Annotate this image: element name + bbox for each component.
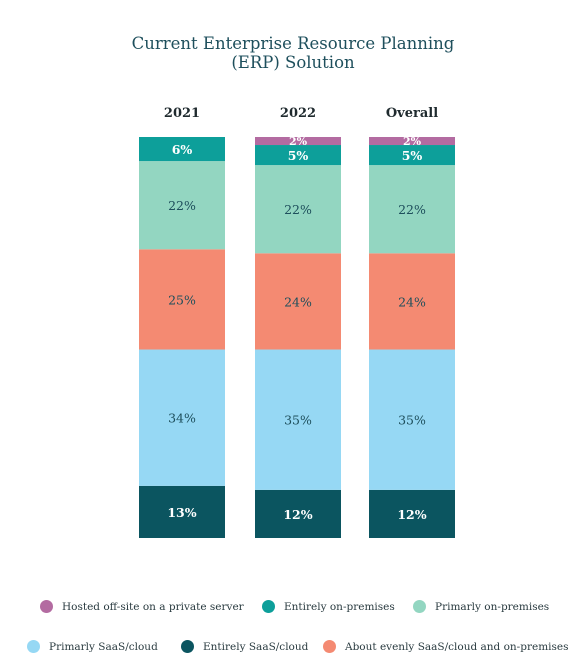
chart-title-line-2: (ERP) Solution: [231, 53, 355, 72]
data-label: 2%: [403, 135, 422, 148]
data-label: 5%: [402, 148, 423, 163]
legend-swatch: [262, 600, 275, 613]
legend-swatch: [413, 600, 426, 613]
legend-label: Primarly SaaS/cloud: [49, 640, 158, 653]
bar-segment: [369, 489, 455, 538]
chart-title-line-1: Current Enterprise Resource Planning: [131, 34, 455, 53]
bar-segment: [139, 161, 225, 250]
data-label: 22%: [168, 198, 196, 213]
data-label: 2%: [289, 135, 308, 148]
data-label: 35%: [398, 413, 426, 428]
data-label: 34%: [168, 411, 196, 426]
legend-item: Entirely on-premises: [262, 600, 395, 613]
bar-segment: [139, 485, 225, 538]
bar-segment: [255, 137, 341, 146]
legend-label: Entirely SaaS/cloud: [203, 640, 309, 653]
category-label-2021: 2021: [164, 106, 200, 121]
legend-item: Entirely SaaS/cloud: [181, 640, 308, 653]
legend-item: Hosted off-site on a private server: [40, 600, 244, 613]
bar-segment: [255, 165, 341, 254]
data-label: 25%: [168, 292, 196, 307]
data-label: 22%: [284, 202, 312, 217]
category-label-2022: 2022: [280, 106, 316, 121]
legend-label: Primarly on-premises: [435, 600, 550, 613]
legend-swatch: [323, 640, 336, 653]
legend-swatch: [27, 640, 40, 653]
data-label: 12%: [283, 507, 312, 522]
bar-segment: [369, 253, 455, 350]
legend-item: Primarly SaaS/cloud: [27, 640, 158, 653]
data-label: 22%: [398, 202, 426, 217]
bar-segment: [255, 489, 341, 538]
bar-segment: [369, 137, 455, 146]
bar-segment: [369, 145, 455, 166]
legend-label: About evenly SaaS/cloud and on-premises: [345, 640, 569, 653]
category-label-overall: Overall: [386, 106, 438, 121]
data-label: 24%: [284, 294, 312, 309]
data-label: 13%: [167, 505, 196, 520]
legend-label: Entirely on-premises: [284, 600, 395, 613]
data-label: 12%: [397, 507, 426, 522]
bar-segment: [139, 349, 225, 486]
bar-segment: [139, 249, 225, 350]
bar-segment: [255, 349, 341, 490]
bar-segment: [369, 349, 455, 490]
data-label: 35%: [284, 413, 312, 428]
bar-segment: [369, 165, 455, 254]
bar-segment: [255, 253, 341, 350]
legend-item: Primarly on-premises: [413, 600, 549, 613]
legend-item: About evenly SaaS/cloud and on-premises: [323, 640, 569, 653]
legend-swatch: [40, 600, 53, 613]
bar-segment: [255, 145, 341, 166]
bar-segment: [139, 137, 225, 162]
legend-swatch: [181, 640, 194, 653]
chart-title: Current Enterprise Resource Planning (ER…: [0, 34, 586, 72]
legend-label: Hosted off-site on a private server: [62, 600, 244, 613]
data-label: 6%: [172, 142, 193, 157]
data-label: 24%: [398, 294, 426, 309]
data-label: 5%: [288, 148, 309, 163]
